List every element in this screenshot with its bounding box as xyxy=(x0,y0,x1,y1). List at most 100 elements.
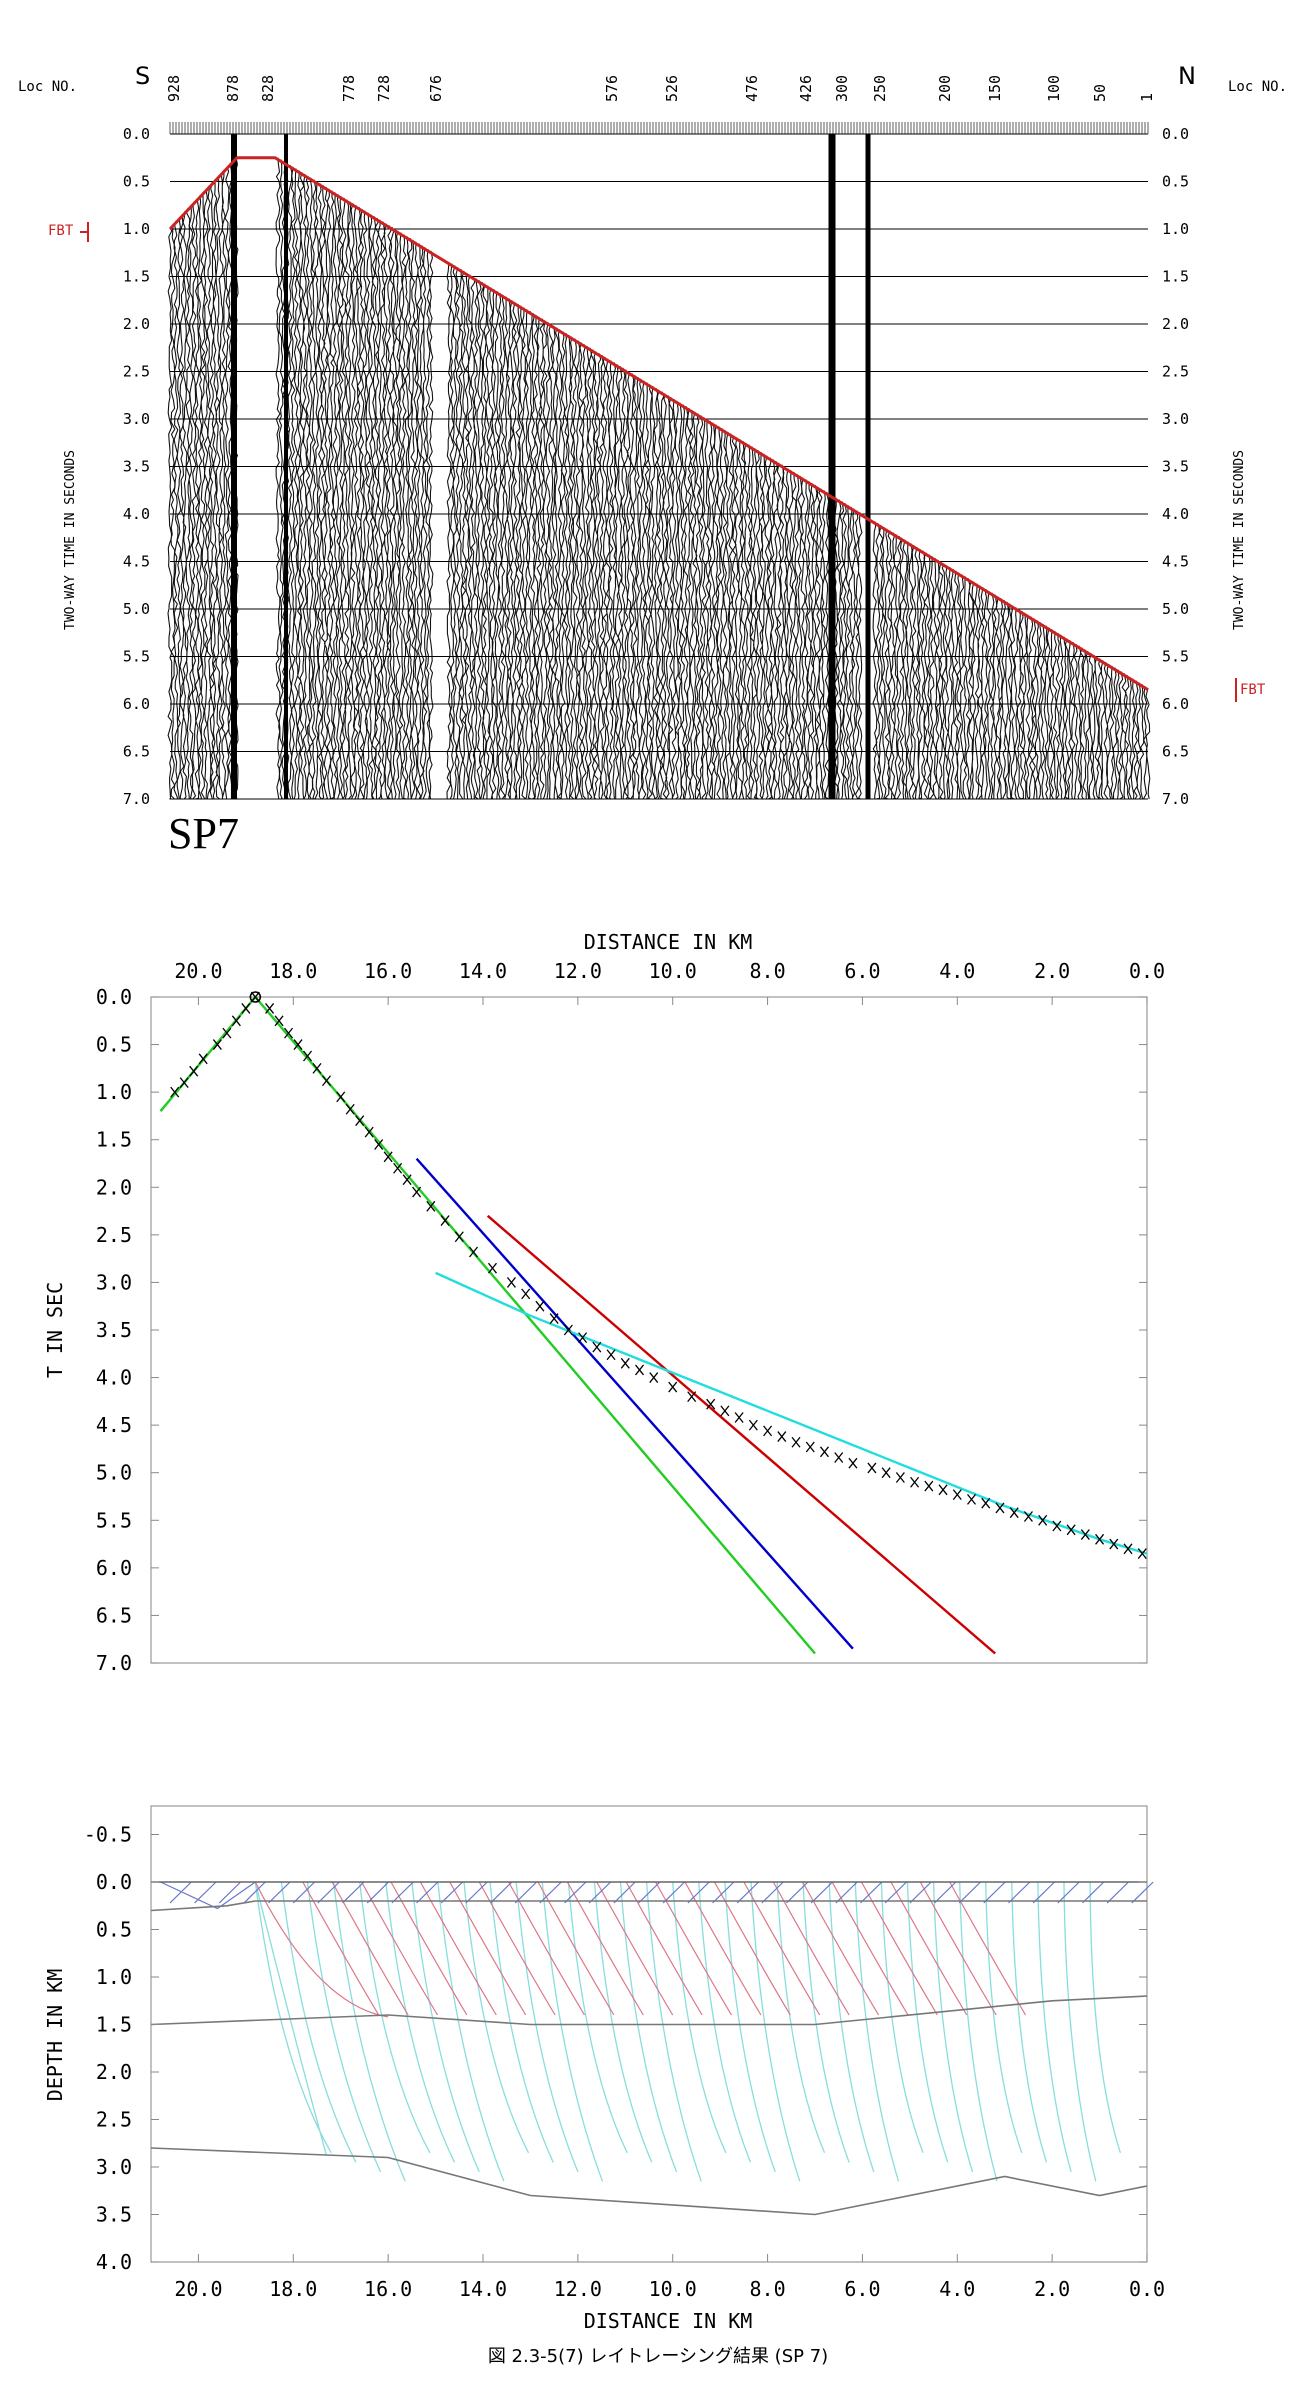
interface-3 xyxy=(150,2147,1148,2216)
travel-time-curve-2 xyxy=(415,1157,854,1650)
loc-tick-label: 576 xyxy=(603,75,621,102)
seismic-traces xyxy=(167,122,1151,800)
pick-marker xyxy=(1066,1524,1076,1536)
pick-marker xyxy=(834,1452,844,1463)
direction-left: S xyxy=(135,62,150,90)
time-tick-label: 7.0 xyxy=(96,1651,132,1675)
shot-label: SP7 xyxy=(168,809,239,858)
pick-marker xyxy=(563,1324,573,1336)
ylabel-left: TWO-WAY TIME IN SECONDS xyxy=(63,450,78,630)
depth-tick-label: 0.5 xyxy=(96,1918,132,1942)
time-gridlines xyxy=(170,133,1148,800)
time-tick-label: 6.5 xyxy=(96,1603,132,1627)
pick-marker xyxy=(649,1372,659,1383)
loc-tick-label: 1 xyxy=(1138,93,1156,102)
time-tick-left: 2.0 xyxy=(123,315,150,333)
time-tick-left: 0.5 xyxy=(123,173,150,191)
loc-tick-label: 426 xyxy=(797,75,815,102)
pick-marker xyxy=(748,1419,758,1431)
loc-tick-label: 250 xyxy=(871,75,889,102)
travel-time-frame xyxy=(150,996,1148,1664)
depth-model-frame xyxy=(150,1805,1148,2263)
seismic-section-panel: S N Loc NO. Loc NO. 928 878 828 778 728 676 57… xyxy=(18,62,1287,858)
time-tick-right: 6.5 xyxy=(1162,743,1189,761)
pick-marker xyxy=(426,1200,436,1212)
depth-tick-label: 1.5 xyxy=(96,2013,132,2037)
pick-marker xyxy=(454,1231,464,1243)
time-tick-right: 6.0 xyxy=(1162,695,1189,713)
depth-model-xlabel: DISTANCE IN KM xyxy=(584,2309,753,2333)
pick-marker xyxy=(635,1364,645,1376)
pick-marker xyxy=(924,1480,934,1492)
loc-tick-label: 100 xyxy=(1045,75,1063,102)
pick-marker xyxy=(805,1441,815,1453)
distance-tick-label: 2.0 xyxy=(1034,959,1070,983)
pick-marker xyxy=(549,1313,559,1324)
depth-model-panel: 20.0 18.0 16.0 14.0 12.0 10.0 8.0 6.0 4.0 2.0 0.0 -… xyxy=(43,1805,1165,2333)
travel-time-curve-4 xyxy=(435,1271,1148,1555)
pick-marker xyxy=(284,1027,294,1039)
distance-tick-label: 18.0 xyxy=(269,959,317,983)
pick-marker xyxy=(321,1075,331,1087)
pick-marker xyxy=(535,1300,545,1312)
loc-tick-label: 300 xyxy=(833,75,851,102)
pick-marker xyxy=(336,1091,346,1103)
depth-tick-label: 1.0 xyxy=(96,1965,132,1989)
time-tick-label: 2.5 xyxy=(96,1223,132,1247)
rays-layer3 xyxy=(254,1881,1122,2182)
pick-marker xyxy=(1137,1548,1147,1559)
depth-model-rays xyxy=(160,1881,1154,2182)
pick-marker xyxy=(1080,1529,1090,1540)
pick-marker xyxy=(867,1462,877,1474)
pick-marker xyxy=(1009,1507,1019,1519)
distance-tick-label: 8.0 xyxy=(750,959,786,983)
pick-marker xyxy=(440,1215,450,1226)
distance-tick-label: 10.0 xyxy=(649,2277,697,2301)
loc-tick-label: 676 xyxy=(427,75,445,102)
loc-tick-labels: 928 878 828 778 728 676 576 526 476 426 300 250 200 1… xyxy=(165,75,1156,102)
pick-marker xyxy=(1123,1543,1133,1555)
pick-marker xyxy=(393,1162,403,1174)
time-tick-label: 4.5 xyxy=(96,1413,132,1437)
pick-marker xyxy=(819,1446,829,1458)
pick-marker xyxy=(763,1425,773,1437)
time-tick-label: 1.0 xyxy=(96,1080,132,1104)
pick-marker xyxy=(777,1431,787,1442)
fbt-label-left: FBT xyxy=(48,223,74,239)
pick-marker xyxy=(402,1174,412,1186)
distance-tick-label: 2.0 xyxy=(1034,2277,1070,2301)
time-tick-left: 5.0 xyxy=(123,600,150,618)
pick-marker xyxy=(198,1053,208,1065)
pick-marker xyxy=(364,1126,374,1138)
pick-marker xyxy=(1095,1533,1105,1545)
time-tick-right: 4.5 xyxy=(1162,553,1189,571)
distance-tick-label: 14.0 xyxy=(459,2277,507,2301)
distance-tick-label: 20.0 xyxy=(174,959,222,983)
fbt-label-right: FBT xyxy=(1240,682,1266,698)
time-tick-right: 2.0 xyxy=(1162,315,1189,333)
time-tick-left: 6.0 xyxy=(123,695,150,713)
distance-tick-label: 14.0 xyxy=(459,959,507,983)
travel-time-curve-0 xyxy=(159,996,257,1112)
pick-marker xyxy=(231,1015,241,1027)
depth-tick-label: 0.0 xyxy=(96,1870,132,1894)
time-tick-left: 4.0 xyxy=(123,505,150,523)
travel-time-ylabel: T IN SEC xyxy=(43,1282,67,1378)
depth-model-interfaces xyxy=(150,1881,1148,2216)
pick-marker xyxy=(293,1039,303,1050)
time-tick-right: 4.0 xyxy=(1162,505,1189,523)
pick-marker xyxy=(1038,1514,1048,1526)
rays-layer2 xyxy=(254,1881,1027,2018)
time-tick-label: 3.5 xyxy=(96,1318,132,1342)
time-tick-right: 7.0 xyxy=(1162,790,1189,808)
time-tick-label: 2.0 xyxy=(96,1175,132,1199)
fbt-first-break-line xyxy=(168,156,1149,692)
pick-marker xyxy=(592,1341,602,1353)
loc-tick-label: 878 xyxy=(224,75,242,102)
time-tick-left: 0.0 xyxy=(123,125,150,143)
distance-tick-label: 16.0 xyxy=(364,2277,412,2301)
pick-marker xyxy=(1109,1538,1119,1550)
distance-tick-label: 18.0 xyxy=(269,2277,317,2301)
pick-marker xyxy=(241,1003,251,1014)
travel-time-axes: 20.0 18.0 16.0 14.0 12.0 10.0 8.0 6.0 4.0 2.0 0.0 0… xyxy=(96,959,1165,1675)
